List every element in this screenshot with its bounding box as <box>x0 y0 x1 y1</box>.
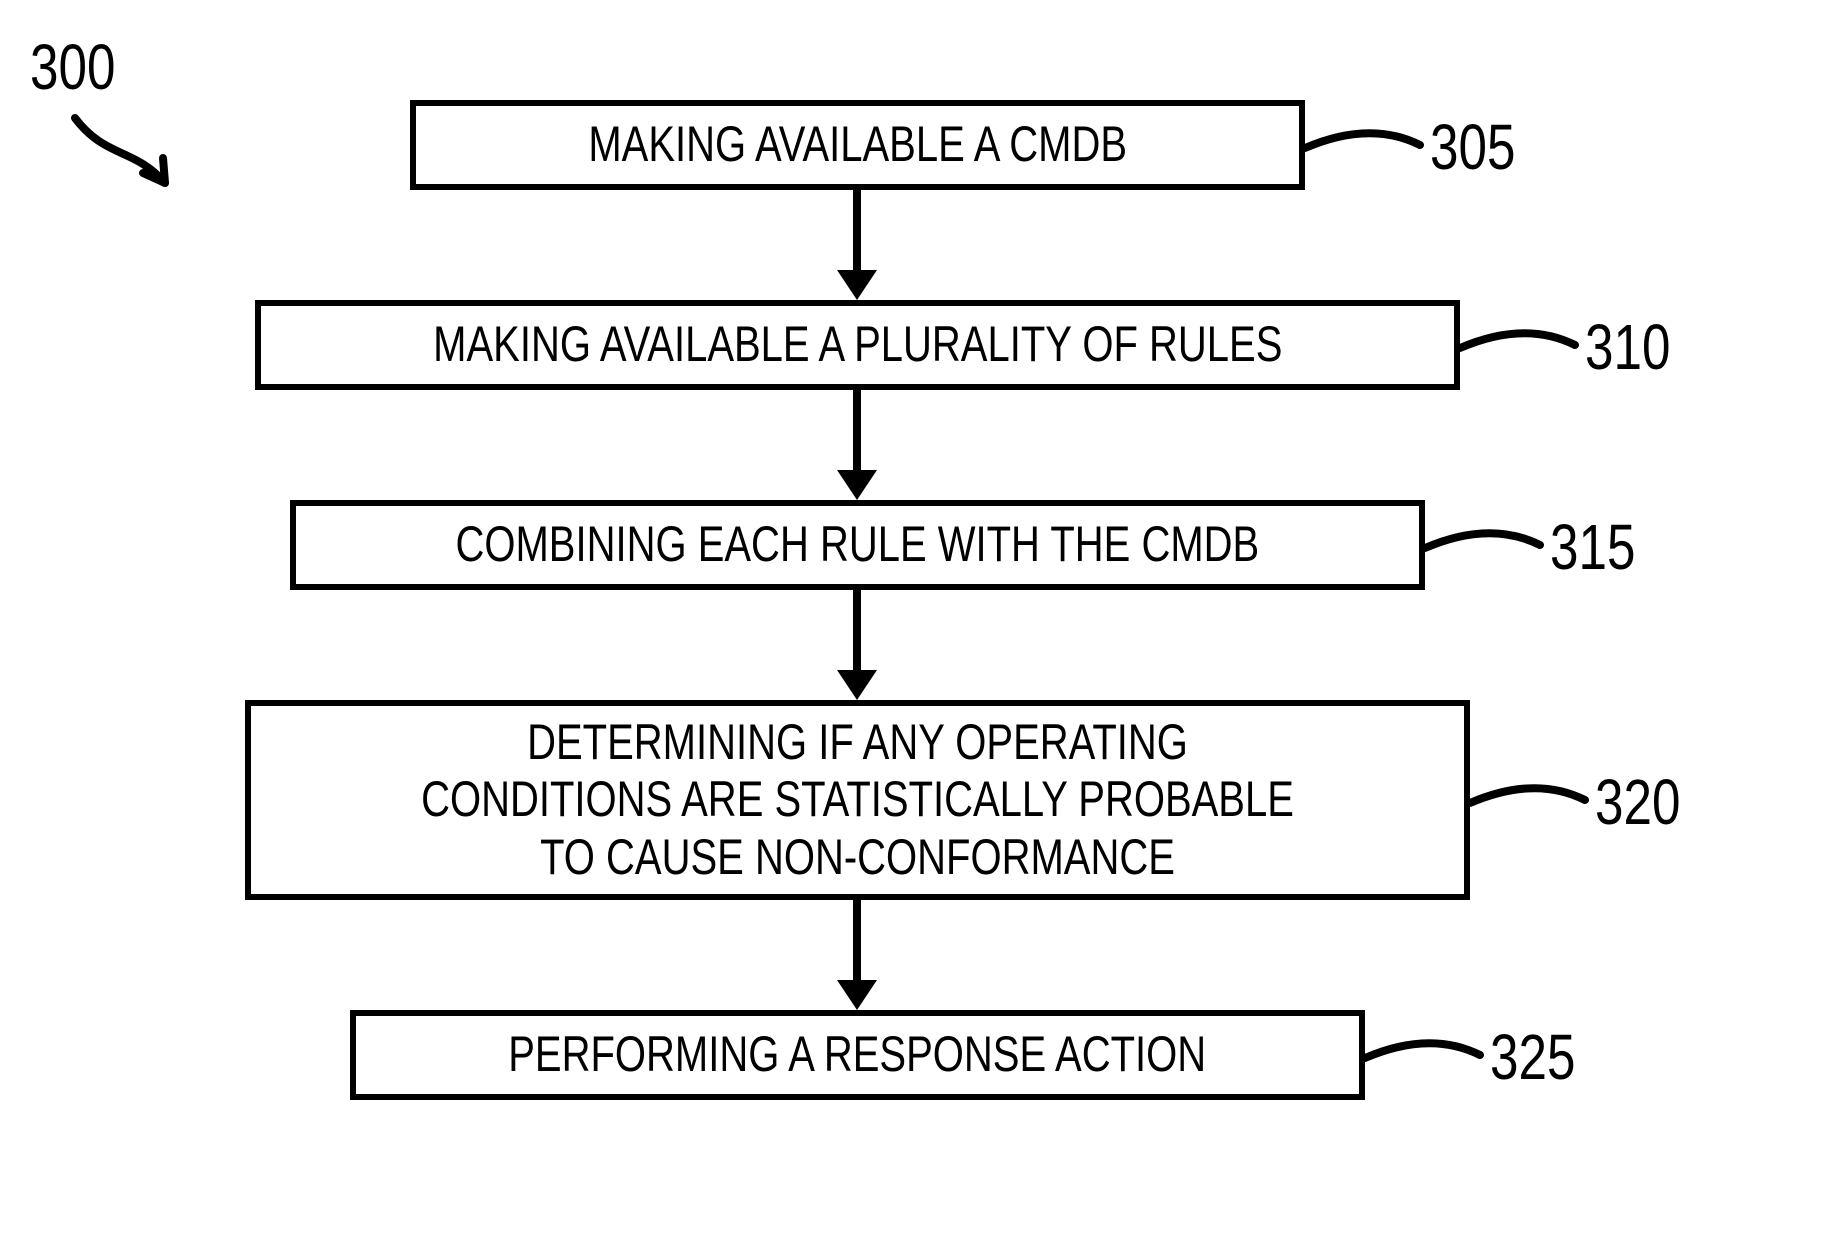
flowchart-step-text: PERFORMING A RESPONSE ACTION <box>509 1026 1207 1084</box>
flowchart-step-320: DETERMINING IF ANY OPERATING CONDITIONS … <box>245 700 1470 900</box>
figure-label-pointer <box>65 108 185 198</box>
flowchart-step-text: MAKING AVAILABLE A CMDB <box>588 116 1127 174</box>
flowchart-step-310: MAKING AVAILABLE A PLURALITY OF RULES <box>255 300 1460 390</box>
step-label-310: 310 <box>1585 310 1670 384</box>
flowchart-step-315: COMBINING EACH RULE WITH THE CMDB <box>290 500 1425 590</box>
arrow-head-0 <box>837 270 877 300</box>
step-label-325: 325 <box>1490 1020 1575 1094</box>
step-label-320: 320 <box>1595 765 1680 839</box>
lead-line-310 <box>1450 310 1585 358</box>
step-label-305: 305 <box>1430 110 1515 184</box>
arrow-head-3 <box>837 980 877 1010</box>
arrow-shaft-0 <box>853 190 861 270</box>
flowchart-step-text: MAKING AVAILABLE A PLURALITY OF RULES <box>433 316 1282 374</box>
lead-line-325 <box>1355 1020 1490 1068</box>
arrow-head-2 <box>837 670 877 700</box>
flowchart-step-text: DETERMINING IF ANY OPERATING CONDITIONS … <box>421 714 1294 887</box>
step-label-315: 315 <box>1550 510 1635 584</box>
flowchart-step-305: MAKING AVAILABLE A CMDB <box>410 100 1305 190</box>
flowchart-canvas: 300 MAKING AVAILABLE A CMDB 305 MAKING AVAI… <box>0 0 1832 1243</box>
flowchart-step-text: COMBINING EACH RULE WITH THE CMDB <box>456 516 1260 574</box>
lead-line-320 <box>1460 765 1595 813</box>
arrow-head-1 <box>837 470 877 500</box>
lead-line-305 <box>1295 110 1430 158</box>
arrow-shaft-3 <box>853 900 861 980</box>
arrow-shaft-2 <box>853 590 861 670</box>
arrow-shaft-1 <box>853 390 861 470</box>
lead-line-315 <box>1415 510 1550 558</box>
figure-label: 300 <box>30 30 115 104</box>
flowchart-step-325: PERFORMING A RESPONSE ACTION <box>350 1010 1365 1100</box>
